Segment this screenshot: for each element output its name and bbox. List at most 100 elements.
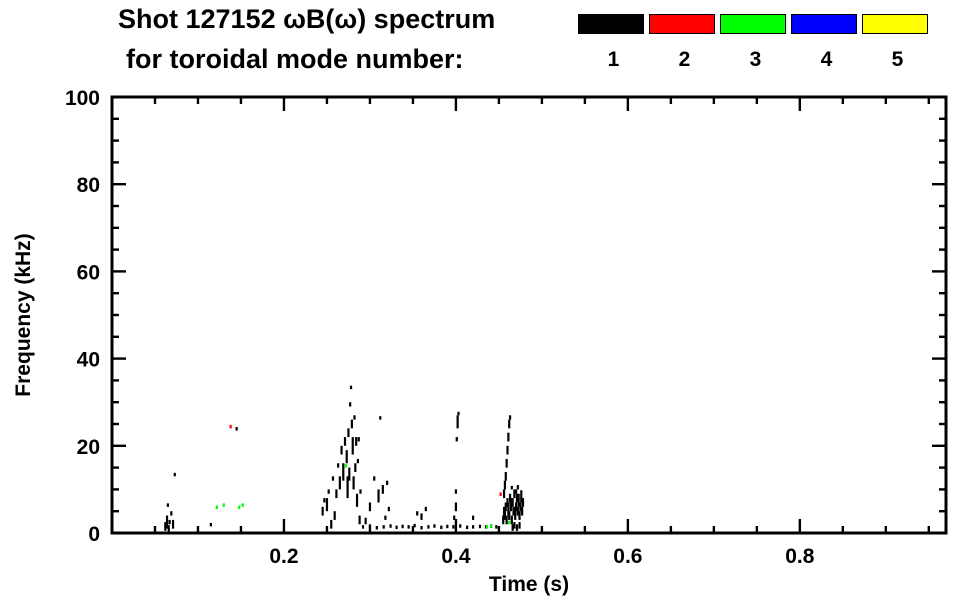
y-axis-title: Frequency (kHz) [12, 233, 35, 396]
spectrum-point [349, 385, 353, 390]
spectrum-point [490, 524, 493, 528]
spectrum-point [382, 525, 385, 529]
spectrum-point [345, 450, 348, 464]
spectrum-point [323, 498, 326, 503]
spectrum-point [456, 415, 459, 429]
spectrum-point [516, 485, 519, 490]
spectrum-point [351, 437, 354, 455]
x-tick-label: 0.6 [613, 545, 642, 568]
spectrum-point [389, 524, 392, 528]
spectrum-point [485, 525, 488, 529]
legend-swatch-mode-2 [649, 14, 715, 34]
spectrum-point [517, 493, 520, 507]
spectrum-point [454, 502, 458, 512]
spectrum-point [395, 525, 398, 530]
spectrum-point [433, 524, 436, 528]
legend [578, 14, 928, 34]
y-tick-label: 40 [77, 349, 100, 372]
spectrum-point [350, 419, 353, 429]
spectrum-point [235, 427, 238, 431]
spectrum-point [342, 463, 345, 481]
spectrum-point [457, 411, 460, 416]
spectrum-point [519, 502, 522, 512]
spectrum-point [459, 524, 462, 528]
spectrum-point [171, 519, 175, 529]
spectrum-point [170, 511, 173, 516]
spectrum-point [375, 526, 378, 530]
x-tick-label: 0.4 [441, 545, 471, 568]
legend-swatch-mode-5 [862, 14, 928, 34]
spectrum-point [357, 437, 360, 442]
spectrum-point [347, 428, 350, 438]
spectrum-point [215, 505, 218, 510]
legend-swatch-mode-1 [578, 14, 644, 34]
spectrum-point [368, 502, 372, 512]
spectrum-point [502, 515, 505, 525]
spectrum-point [478, 524, 482, 529]
spectrum-point [321, 506, 324, 516]
spectrum-point [518, 522, 521, 529]
spectrum-point [407, 525, 410, 529]
spectrum-point [386, 480, 389, 486]
spectrum-point [359, 489, 362, 494]
spectrum-point [331, 476, 335, 481]
legend-label-mode-2: 2 [678, 48, 691, 71]
chart-subtitle: for toroidal mode number: [126, 44, 464, 74]
spectrum-point [338, 476, 341, 490]
spectrum-point [507, 502, 510, 516]
spectrum-point [355, 493, 359, 507]
spectrum-point [416, 511, 419, 516]
spectrum-point [452, 525, 455, 529]
spectrum-point [455, 437, 458, 442]
spectrum-point [515, 489, 518, 494]
spectrum-point [346, 476, 349, 499]
spectrum-point [472, 525, 475, 529]
spectrum-point [454, 489, 458, 494]
spectrum-point [499, 492, 502, 496]
spectrum-point [508, 520, 511, 525]
spectrum-point [361, 525, 365, 529]
legend-swatch-mode-3 [720, 14, 786, 34]
spectrum-point [513, 522, 516, 529]
spectrum-point [354, 463, 357, 472]
legend-label-mode-1: 1 [607, 48, 620, 71]
spectrum-point [514, 506, 517, 520]
spectrum-point [352, 476, 355, 490]
spectrum-point [173, 472, 176, 477]
spectrum-point [503, 506, 507, 520]
spectrum-point [521, 498, 525, 507]
spectrum-point [510, 515, 513, 525]
spectrum-point [465, 525, 469, 530]
spectrum-point [343, 437, 347, 446]
y-tick-label: 80 [77, 174, 100, 197]
y-tick-label: 0 [88, 523, 100, 546]
spectrum-point [506, 445, 509, 455]
spectrum-point [472, 515, 475, 520]
spectrum-point [503, 480, 507, 490]
spectrum-point [521, 506, 524, 516]
spectrum-point [511, 498, 514, 507]
legend-label-mode-5: 5 [891, 48, 904, 71]
spectrum-point [515, 502, 518, 512]
spectrum-point [364, 517, 367, 525]
spectrum-point [164, 522, 167, 531]
spectrum-point [353, 415, 356, 420]
spectrum-point [358, 515, 361, 525]
spectrum-point [510, 485, 513, 490]
spectrum-point [222, 503, 225, 507]
spectrum-point [520, 493, 523, 503]
spectrum-point [401, 524, 404, 529]
spectrum-point [518, 511, 521, 520]
spectrum-point [446, 524, 449, 529]
spectrum-point [508, 511, 511, 520]
y-tick-label: 20 [77, 436, 100, 459]
spectrum-point [505, 515, 508, 525]
spectrum-point [495, 525, 498, 529]
spectrum-point [515, 524, 519, 531]
spectrum-point [356, 458, 360, 464]
spectrum-point [348, 467, 351, 481]
legend-swatch-mode-4 [791, 14, 857, 34]
spectrum-point [325, 498, 329, 512]
spectrum-point [167, 525, 170, 532]
